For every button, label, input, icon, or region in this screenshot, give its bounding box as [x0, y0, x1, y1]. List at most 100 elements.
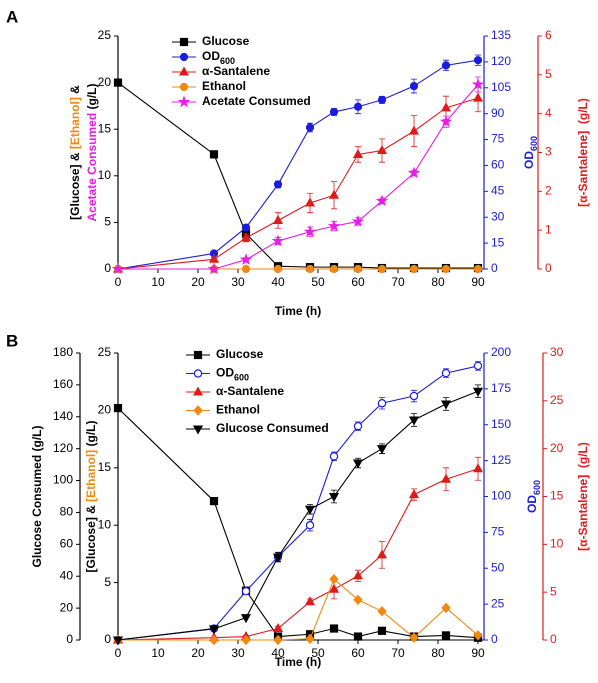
x-tick-label: 0 — [115, 646, 122, 660]
legend-marker — [193, 369, 203, 378]
y-axis-label: [Glucose] & [Ethanol] & — [68, 85, 82, 220]
data-point — [207, 262, 221, 275]
y2-tick-label: 175 — [491, 381, 511, 395]
series-line — [117, 407, 479, 639]
data-point — [377, 606, 387, 617]
y3-axis-label: [α-Santalene] (g/L) — [576, 98, 590, 207]
data-point — [473, 264, 483, 274]
series-line — [117, 365, 479, 641]
data-point — [113, 78, 123, 87]
legend-marker — [177, 95, 191, 108]
label-part: OD — [525, 495, 539, 513]
series-line — [118, 84, 479, 270]
series-line — [118, 578, 479, 641]
x-tick-label: 90 — [471, 275, 485, 289]
data-point — [239, 253, 253, 265]
label-part: 600 — [220, 56, 235, 66]
y4-axis-label: Glucose Consumed (g/L) — [30, 425, 44, 567]
y-tick-label: 20 — [98, 403, 112, 417]
data-point — [328, 493, 340, 503]
data-point — [305, 633, 315, 645]
y4-tick-label: 140 — [53, 409, 73, 423]
y-tick-label: 0 — [104, 632, 111, 646]
data-point — [408, 489, 420, 499]
data-point — [377, 95, 387, 104]
x-tick-label: 60 — [351, 275, 365, 289]
x-tick-label: 20 — [191, 275, 205, 289]
data-point — [241, 587, 251, 596]
label-part: OD — [522, 151, 536, 169]
y3-tick-label: 5 — [545, 67, 552, 81]
data-point — [303, 225, 317, 237]
y4-tick-label: 120 — [53, 441, 73, 455]
data-point — [208, 625, 220, 635]
data-point — [409, 264, 419, 274]
data-point — [329, 264, 339, 274]
y-tick-label: 10 — [98, 517, 112, 531]
data-point — [353, 421, 363, 431]
data-point — [209, 496, 219, 506]
data-point — [273, 264, 283, 274]
x-axis-label: Time (h) — [275, 304, 321, 318]
data-point — [439, 115, 453, 128]
y2-tick-label: 15 — [491, 235, 505, 249]
x-tick-label: 40 — [271, 646, 285, 660]
y4-tick-label: 0 — [66, 632, 73, 646]
data-point — [408, 416, 420, 426]
label-part: [Glucose] & — [68, 149, 82, 220]
y2-tick-label: 60 — [491, 158, 505, 172]
label-part: OD — [202, 49, 220, 63]
legend-marker — [193, 405, 203, 416]
data-point — [272, 622, 284, 633]
legend-label: Glucose — [202, 34, 250, 48]
legend-marker — [179, 37, 189, 47]
data-point — [113, 404, 123, 413]
label-part: (g/L) — [84, 420, 98, 449]
series-line — [117, 82, 478, 269]
data-point — [304, 596, 316, 606]
data-point — [375, 194, 389, 207]
data-point — [440, 102, 452, 112]
data-point — [352, 459, 364, 469]
y2-tick-label: 75 — [491, 525, 505, 539]
y2-tick-label: 90 — [491, 106, 505, 120]
y3-tick-label: 0 — [550, 632, 557, 646]
data-point — [377, 264, 387, 274]
x-tick-label: 90 — [471, 646, 485, 660]
data-point — [209, 150, 219, 159]
data-point — [241, 264, 251, 274]
label-part: [Glucose] & — [84, 502, 98, 573]
y2-tick-label: 200 — [491, 345, 511, 359]
label-part: [Ethanol] — [68, 97, 82, 149]
y2-axis-label: OD600 — [522, 136, 539, 169]
data-point — [305, 123, 315, 132]
data-point — [352, 570, 364, 580]
label-part: & — [68, 85, 82, 97]
legend-label: Acetate Consumed — [202, 94, 311, 108]
data-point — [305, 264, 315, 274]
data-point — [473, 56, 483, 65]
x-tick-label: 0 — [115, 275, 122, 289]
y3-tick-label: 6 — [545, 28, 552, 42]
label-part: 600 — [532, 480, 542, 495]
data-point — [353, 264, 363, 274]
y-axis-label: Acetate Consumed (g/L) — [85, 83, 99, 221]
y3-tick-label: 5 — [550, 584, 557, 598]
data-point — [353, 102, 363, 111]
legend-label: Ethanol — [202, 79, 246, 93]
data-point — [472, 387, 484, 397]
y2-tick-label: 150 — [491, 417, 511, 431]
data-point — [241, 223, 251, 232]
y2-tick-label: 105 — [491, 80, 511, 94]
data-point — [441, 61, 451, 70]
y2-tick-label: 0 — [491, 261, 498, 275]
y-tick-label: 0 — [104, 261, 111, 275]
y2-tick-label: 135 — [491, 28, 511, 42]
y-tick-label: 25 — [98, 28, 112, 42]
data-point — [329, 624, 339, 633]
data-point — [377, 626, 387, 635]
data-point — [472, 92, 484, 102]
x-tick-label: 30 — [231, 275, 245, 289]
